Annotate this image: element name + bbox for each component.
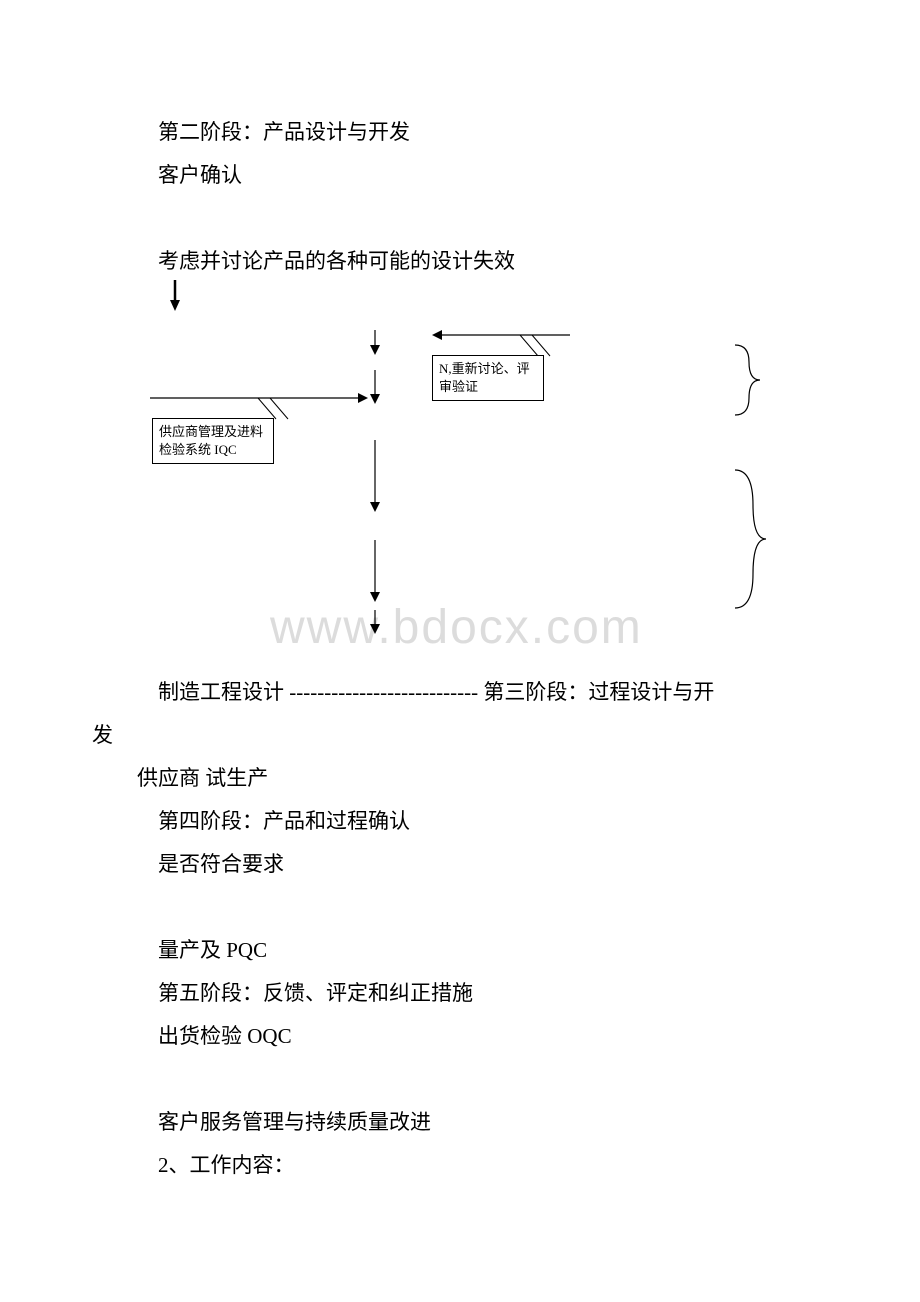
line-mfg-design-b: 发 bbox=[92, 719, 113, 749]
line-requirements: 是否符合要求 bbox=[158, 848, 284, 878]
line-phase5: 第五阶段：反馈、评定和纠正措施 bbox=[158, 977, 473, 1007]
line-phase4: 第四阶段：产品和过程确认 bbox=[158, 805, 410, 835]
flowchart-diagram bbox=[0, 0, 920, 680]
line-customer-service: 客户服务管理与持续质量改进 bbox=[158, 1106, 431, 1136]
callout-rediscuss: N,重新讨论、评审验证 bbox=[432, 355, 544, 401]
line-supplier-trial: 供应商 试生产 bbox=[137, 762, 268, 792]
line-mass-pqc: 量产及 PQC bbox=[158, 934, 267, 964]
document-page: www.bdocx.com 第二阶段：产品设计与开发 客户确认 考虑并讨论产品的… bbox=[0, 0, 920, 1302]
line-mfg-design-a: 制造工程设计 --------------------------- 第三阶段：… bbox=[158, 676, 714, 706]
line-work-content: 2、工作内容： bbox=[158, 1149, 295, 1179]
line-oqc: 出货检验 OQC bbox=[158, 1020, 292, 1050]
callout-iqc: 供应商管理及进料检验系统 IQC bbox=[152, 418, 274, 464]
